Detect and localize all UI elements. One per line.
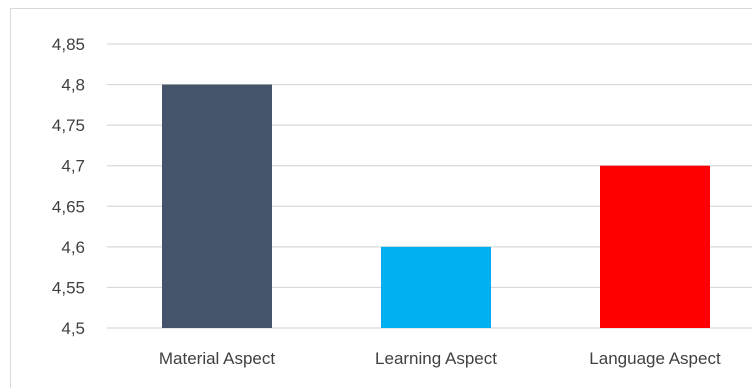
- y-tick-label: 4,65: [52, 197, 85, 216]
- chart-frame: [10, 8, 752, 388]
- y-tick-label: 4,85: [52, 35, 85, 54]
- y-tick-label: 4,7: [61, 157, 85, 176]
- bar-learning-aspect: [381, 246, 491, 328]
- y-tick-label: 4,75: [52, 116, 85, 135]
- x-category-label: Learning Aspect: [375, 349, 497, 368]
- y-tick-label: 4,55: [52, 278, 85, 297]
- x-category-label: Language Aspect: [589, 349, 721, 368]
- y-tick-label: 4,8: [61, 76, 85, 95]
- bar-chart: 4,5 4,55 4,6 4,65 4,7 4,75 4,8 4,85 Material Asp…: [52, 35, 752, 368]
- x-category-label: Material Aspect: [159, 349, 275, 368]
- y-tick-label: 4,6: [61, 238, 85, 257]
- y-tick-label: 4,5: [61, 319, 85, 338]
- bar-material-aspect: [162, 84, 272, 328]
- bar-language-aspect: [600, 165, 710, 328]
